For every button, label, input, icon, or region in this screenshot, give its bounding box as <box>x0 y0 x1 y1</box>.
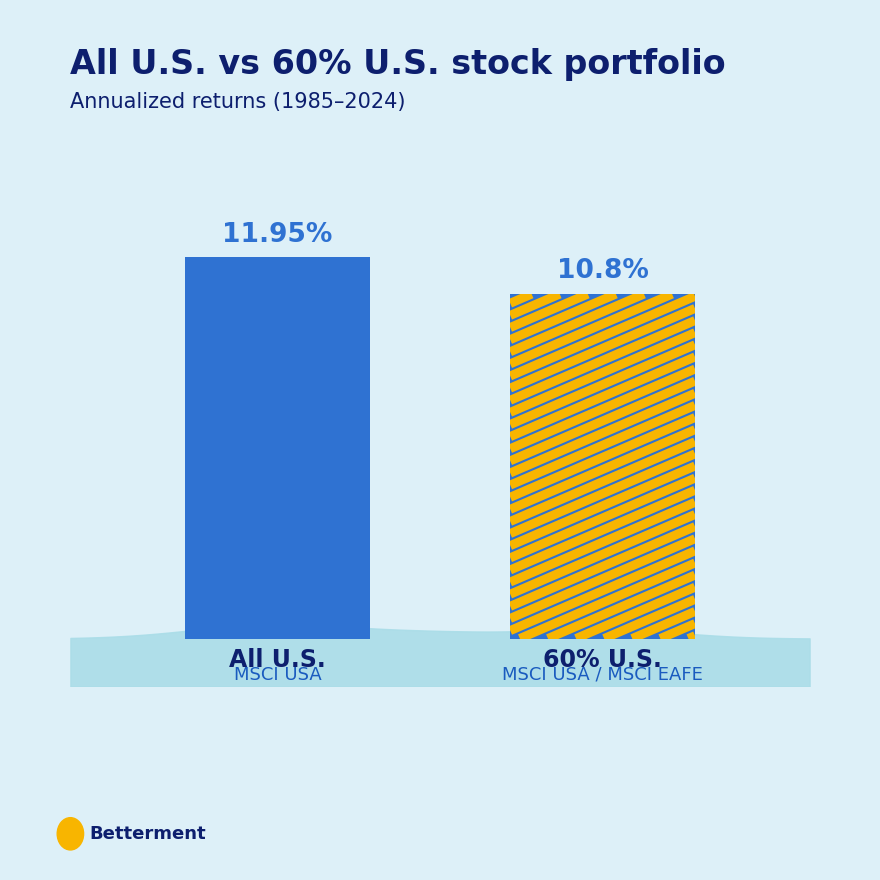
Text: All U.S. vs 60% U.S. stock portfolio: All U.S. vs 60% U.S. stock portfolio <box>70 48 726 82</box>
Text: 11.95%: 11.95% <box>222 222 333 248</box>
Text: MSCI USA / MSCI EAFE: MSCI USA / MSCI EAFE <box>502 665 703 684</box>
Ellipse shape <box>57 818 84 850</box>
Text: 10.8%: 10.8% <box>557 259 649 284</box>
Text: Betterment: Betterment <box>90 825 207 843</box>
Text: All U.S.: All U.S. <box>229 648 326 672</box>
Bar <box>510 294 695 639</box>
Bar <box>185 257 370 639</box>
Text: 60% U.S.: 60% U.S. <box>543 648 662 672</box>
Text: MSCI USA: MSCI USA <box>233 665 321 684</box>
Text: Annualized returns (1985–2024): Annualized returns (1985–2024) <box>70 92 406 113</box>
